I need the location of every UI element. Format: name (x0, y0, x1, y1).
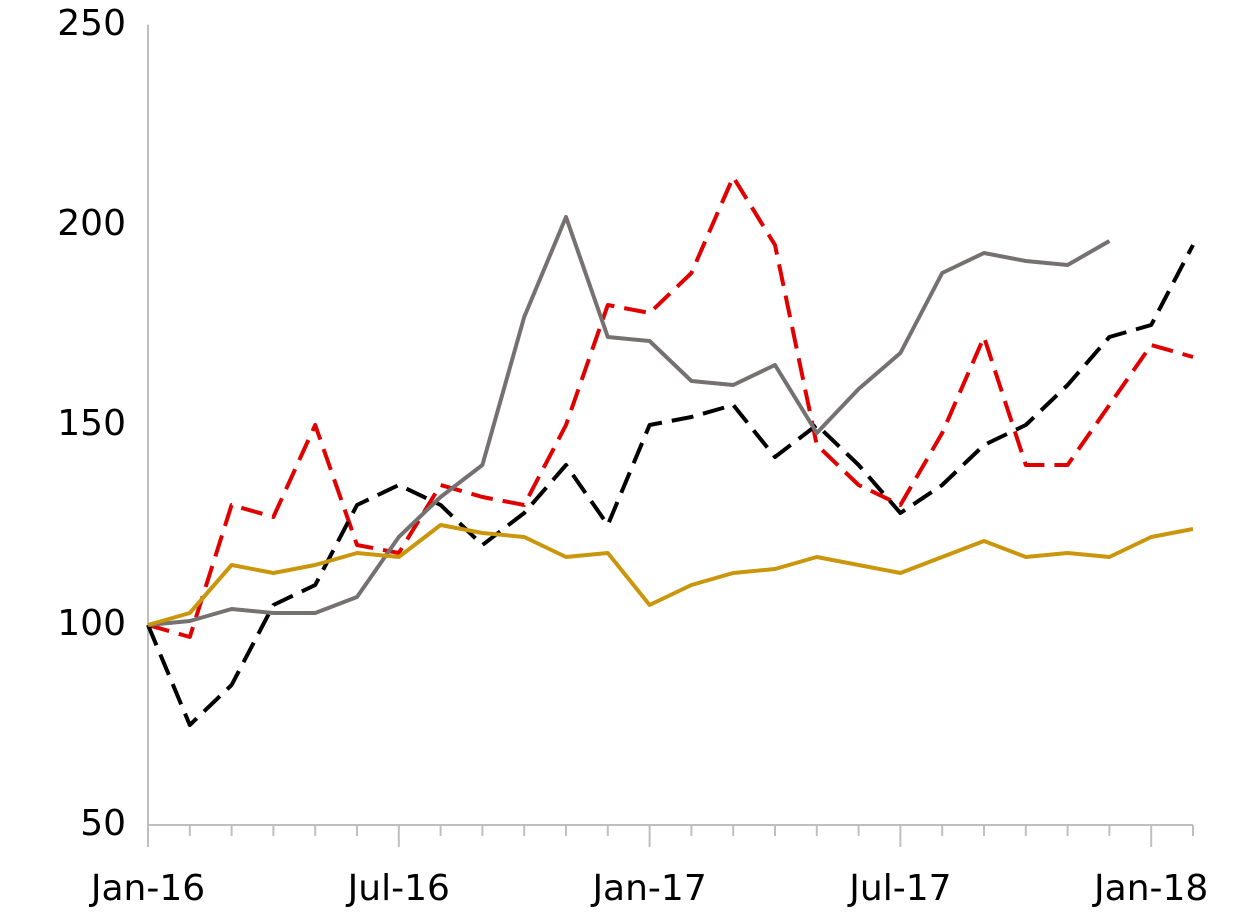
x-tick-label: Jan-17 (590, 868, 706, 909)
x-tick-label: Jul-17 (847, 868, 951, 909)
y-tick-label: 200 (57, 203, 126, 244)
line-series (147, 523, 1194, 627)
x-tick-label: Jan-18 (1092, 868, 1208, 909)
x-tick-label: Jan-16 (89, 868, 205, 909)
x-tick-label: Jul-16 (346, 868, 450, 909)
y-tick-label: 50 (80, 803, 126, 844)
line-series (146, 244, 1195, 727)
y-tick-label: 150 (57, 403, 126, 444)
line-series (147, 175, 1194, 639)
line-series (147, 215, 1111, 627)
y-tick-label: 250 (57, 3, 126, 44)
y-tick-label: 100 (57, 603, 126, 644)
